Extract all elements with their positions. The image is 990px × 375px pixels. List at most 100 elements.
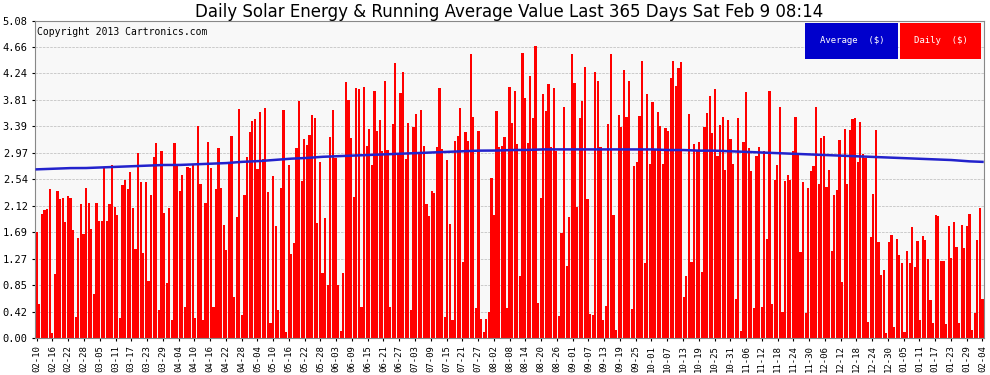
Bar (842, 282, 843, 338)
Bar (207, 142, 209, 338)
Bar (911, 227, 914, 338)
Bar (441, 149, 444, 338)
Bar (651, 102, 653, 338)
Bar (503, 137, 506, 338)
Bar (898, 255, 901, 338)
Bar (535, 46, 537, 338)
Bar (402, 72, 404, 338)
Bar (807, 188, 810, 338)
Bar (654, 148, 656, 338)
Bar (454, 141, 456, 338)
Bar (85, 188, 87, 338)
Bar (129, 172, 132, 338)
Bar (189, 168, 191, 338)
Bar (236, 217, 238, 338)
Bar (641, 61, 644, 338)
Bar (69, 198, 71, 338)
Bar (288, 165, 290, 338)
Bar (194, 318, 196, 338)
Bar (482, 332, 485, 338)
Bar (779, 107, 781, 338)
Bar (152, 157, 154, 338)
Bar (758, 147, 760, 338)
Bar (80, 204, 82, 338)
Bar (786, 175, 789, 338)
Bar (909, 263, 911, 338)
Bar (581, 101, 583, 338)
Bar (717, 156, 719, 338)
Bar (509, 87, 511, 338)
Bar (932, 323, 935, 338)
Bar (877, 243, 880, 338)
Bar (306, 146, 308, 338)
Bar (543, 94, 545, 338)
Bar (247, 158, 248, 338)
Bar (719, 125, 721, 338)
Bar (376, 131, 378, 338)
Bar (685, 276, 687, 338)
Bar (322, 273, 324, 338)
Bar (381, 151, 383, 338)
Bar (552, 88, 554, 338)
Bar (693, 144, 695, 338)
Bar (906, 251, 908, 338)
Bar (160, 151, 162, 338)
Bar (938, 216, 940, 338)
Bar (971, 330, 973, 338)
Bar (607, 124, 610, 338)
Bar (952, 222, 955, 338)
Bar (215, 189, 217, 338)
Bar (976, 240, 978, 338)
Bar (106, 221, 108, 338)
Bar (39, 304, 41, 338)
Bar (578, 118, 581, 338)
Bar (399, 93, 402, 338)
Bar (880, 275, 882, 338)
Bar (864, 158, 866, 338)
Bar (431, 191, 433, 338)
Bar (303, 138, 306, 338)
Bar (461, 262, 464, 338)
Bar (626, 117, 628, 338)
Bar (947, 226, 949, 338)
Bar (950, 258, 952, 338)
Bar (51, 333, 53, 338)
Bar (547, 84, 549, 338)
Bar (760, 307, 762, 338)
Bar (95, 202, 98, 338)
Bar (615, 330, 617, 338)
Title: Daily Solar Energy & Running Average Value Last 365 Days Sat Feb 9 08:14: Daily Solar Energy & Running Average Val… (195, 3, 824, 21)
Bar (228, 163, 230, 338)
Bar (197, 126, 199, 338)
Bar (87, 202, 90, 338)
Bar (722, 117, 724, 338)
Bar (802, 182, 804, 338)
Bar (628, 81, 631, 338)
Bar (469, 54, 471, 338)
Bar (810, 171, 812, 338)
Bar (226, 250, 228, 338)
Bar (337, 285, 340, 338)
Bar (464, 132, 466, 338)
Bar (332, 110, 334, 338)
Bar (815, 106, 818, 338)
Bar (501, 146, 503, 338)
Bar (856, 162, 859, 338)
Bar (176, 165, 178, 338)
Bar (405, 159, 407, 338)
Bar (744, 92, 747, 338)
Bar (490, 178, 492, 338)
Bar (848, 130, 851, 338)
Bar (930, 300, 932, 338)
Bar (365, 146, 368, 338)
Bar (669, 78, 672, 338)
Bar (592, 315, 594, 338)
Bar (771, 304, 773, 338)
Bar (738, 118, 740, 338)
Bar (44, 210, 46, 338)
Bar (846, 184, 848, 338)
Bar (355, 87, 357, 338)
Bar (371, 165, 373, 338)
Bar (485, 319, 487, 338)
Bar (345, 82, 347, 338)
